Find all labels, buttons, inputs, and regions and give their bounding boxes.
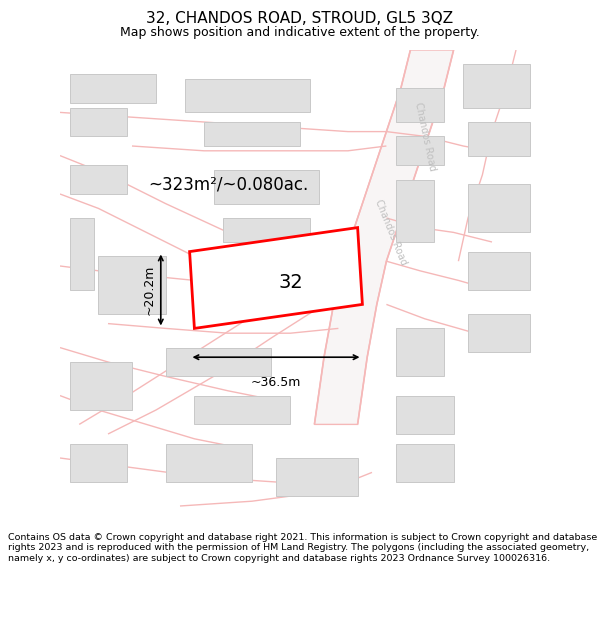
Polygon shape bbox=[190, 228, 362, 328]
Text: ~36.5m: ~36.5m bbox=[251, 376, 301, 389]
Polygon shape bbox=[70, 218, 94, 290]
Polygon shape bbox=[214, 170, 319, 204]
Text: Chandos Road: Chandos Road bbox=[413, 101, 437, 172]
Polygon shape bbox=[468, 122, 530, 156]
Polygon shape bbox=[70, 107, 127, 136]
Polygon shape bbox=[166, 348, 271, 376]
Polygon shape bbox=[396, 136, 444, 165]
Text: ~20.2m: ~20.2m bbox=[143, 265, 156, 315]
Text: Chandos Road: Chandos Road bbox=[373, 198, 409, 267]
Text: 32, CHANDOS ROAD, STROUD, GL5 3QZ: 32, CHANDOS ROAD, STROUD, GL5 3QZ bbox=[146, 11, 454, 26]
Polygon shape bbox=[396, 396, 454, 434]
Polygon shape bbox=[70, 362, 132, 410]
Polygon shape bbox=[396, 179, 434, 242]
Text: 32: 32 bbox=[278, 273, 303, 292]
Polygon shape bbox=[204, 122, 300, 146]
Polygon shape bbox=[70, 165, 127, 194]
Polygon shape bbox=[276, 458, 358, 496]
Polygon shape bbox=[396, 444, 454, 482]
Polygon shape bbox=[70, 74, 156, 102]
Polygon shape bbox=[166, 444, 252, 482]
Text: ~323m²/~0.080ac.: ~323m²/~0.080ac. bbox=[148, 176, 308, 193]
Polygon shape bbox=[396, 328, 444, 376]
Polygon shape bbox=[98, 256, 166, 314]
Polygon shape bbox=[194, 396, 290, 424]
Polygon shape bbox=[223, 218, 310, 242]
Text: Map shows position and indicative extent of the property.: Map shows position and indicative extent… bbox=[120, 26, 480, 39]
Polygon shape bbox=[468, 314, 530, 352]
Polygon shape bbox=[70, 444, 127, 482]
Polygon shape bbox=[463, 64, 530, 108]
Text: Contains OS data © Crown copyright and database right 2021. This information is : Contains OS data © Crown copyright and d… bbox=[8, 533, 597, 562]
Polygon shape bbox=[468, 252, 530, 290]
Polygon shape bbox=[314, 50, 454, 424]
Polygon shape bbox=[185, 79, 310, 112]
Polygon shape bbox=[396, 88, 444, 122]
Polygon shape bbox=[468, 184, 530, 232]
